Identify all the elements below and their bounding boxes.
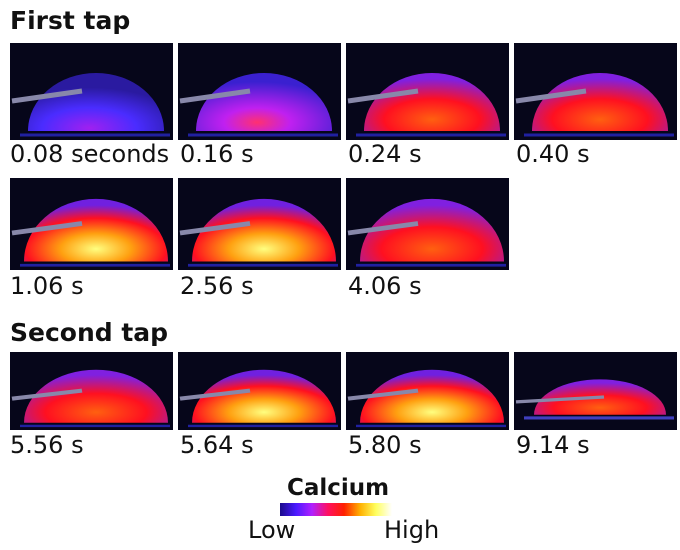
- image-panel: [10, 43, 173, 140]
- image-panel: [346, 352, 509, 430]
- time-label: 4.06 s: [348, 272, 422, 300]
- time-label: 5.64 s: [180, 431, 254, 459]
- section-title: First tap: [10, 6, 131, 35]
- colorbar-low: Low: [248, 516, 296, 544]
- time-label: 9.14 s: [516, 431, 590, 459]
- colorbar: [280, 503, 392, 516]
- time-label: 5.80 s: [348, 431, 422, 459]
- time-label: 1.06 s: [10, 272, 84, 300]
- time-label: 5.56 s: [10, 431, 84, 459]
- image-panel: [178, 178, 341, 270]
- time-label: 2.56 s: [180, 272, 254, 300]
- image-panel: [10, 178, 173, 270]
- time-label: 0.08 seconds: [10, 140, 170, 168]
- image-panel: [514, 43, 677, 140]
- colorbar-title: Calcium: [287, 475, 390, 501]
- section-title: Second tap: [10, 318, 169, 347]
- image-panel: [346, 43, 509, 140]
- image-panel: [346, 178, 509, 270]
- time-label: 0.16 s: [180, 140, 254, 168]
- image-panel: [178, 352, 341, 430]
- time-label: 0.40 s: [516, 140, 590, 168]
- time-label: 0.24 s: [348, 140, 422, 168]
- image-panel: [10, 352, 173, 430]
- image-panel: [514, 352, 677, 430]
- image-panel: [178, 43, 341, 140]
- colorbar-high: High: [384, 516, 440, 544]
